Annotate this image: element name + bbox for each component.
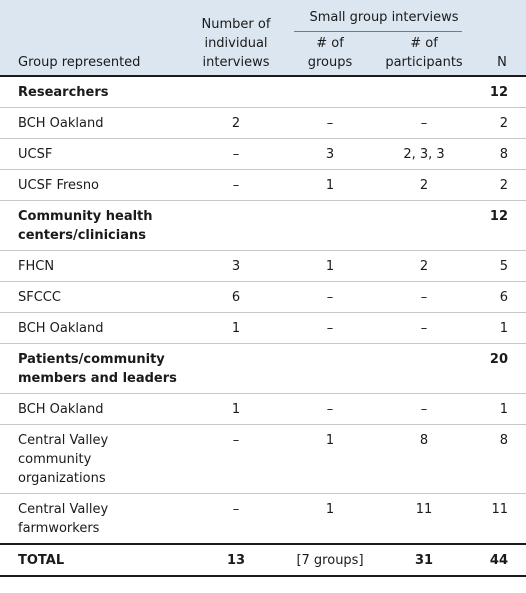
cell-participants: – — [370, 107, 479, 139]
cell-participants: – — [370, 281, 479, 313]
cell-individual: 3 — [182, 250, 290, 282]
table-row: Central Valley community organizations –1… — [0, 424, 526, 494]
cell-groups — [290, 75, 370, 108]
cell-individual — [182, 343, 290, 394]
cell-participants — [370, 75, 479, 108]
table-row: Central Valley farmworkers –1 11 11 — [0, 493, 526, 544]
table-row: SFCCC 6– –6 — [0, 281, 526, 313]
row-label: BCH Oakland — [0, 107, 182, 139]
cell-groups: – — [290, 281, 370, 313]
table-row: UCSF Fresno –1 2 2 — [0, 169, 526, 201]
cell-individual: 1 — [182, 393, 290, 425]
cell-n: 11 — [478, 493, 526, 544]
cell-n: 2 — [478, 169, 526, 201]
total-individual: 13 — [182, 543, 290, 577]
cell-n: 2 — [478, 107, 526, 139]
cell-n: 6 — [478, 281, 526, 313]
cell-groups: – — [290, 312, 370, 344]
row-label: Researchers — [0, 75, 182, 108]
cell-participants: 8 — [370, 424, 479, 494]
row-label: SFCCC — [0, 281, 182, 313]
cell-n: 8 — [478, 424, 526, 494]
group-header-row: Community health centers/clinicians 12 — [0, 200, 526, 251]
cell-participants: – — [370, 312, 479, 344]
row-label: Patients/community members and leaders — [0, 343, 182, 394]
interviews-table: Group represented Number of individual i… — [0, 0, 526, 577]
header-small-group-interviews: Small group interviews — [290, 0, 479, 32]
table-row: FHCN 3 1 2 5 — [0, 250, 526, 282]
cell-individual: – — [182, 424, 290, 494]
table-row: BCH Oakland 1– –1 — [0, 393, 526, 425]
cell-n: 20 — [478, 343, 526, 394]
row-label: UCSF Fresno — [0, 169, 182, 201]
group-header-row: Patients/community members and leaders 20 — [0, 343, 526, 394]
header-subrule — [294, 31, 463, 32]
header-num-participants: # of participants — [370, 32, 479, 77]
header-num-groups: # of groups — [290, 32, 370, 77]
row-label: BCH Oakland — [0, 312, 182, 344]
table-row: BCH Oakland 2– –2 — [0, 107, 526, 139]
total-participants: 31 — [370, 543, 479, 577]
total-label: TOTAL — [0, 543, 182, 577]
cell-groups — [290, 343, 370, 394]
cell-groups: 1 — [290, 250, 370, 282]
cell-participants: 2, 3, 3 — [370, 138, 479, 170]
header-n: N — [478, 0, 526, 77]
cell-groups: 1 — [290, 493, 370, 544]
cell-participants: 11 — [370, 493, 479, 544]
cell-participants — [370, 343, 479, 394]
cell-individual: 2 — [182, 107, 290, 139]
table-row: BCH Oakland 1– –1 — [0, 312, 526, 344]
row-label: FHCN — [0, 250, 182, 282]
cell-participants — [370, 200, 479, 251]
row-label: BCH Oakland — [0, 393, 182, 425]
cell-n: 8 — [478, 138, 526, 170]
cell-groups — [290, 200, 370, 251]
table-body: Researchers 12 BCH Oakland 2– –2 UCSF –3 2, 3, … — [0, 75, 526, 577]
cell-individual: – — [182, 138, 290, 170]
cell-groups: 1 — [290, 424, 370, 494]
cell-n: 1 — [478, 393, 526, 425]
cell-participants: – — [370, 393, 479, 425]
cell-individual: 6 — [182, 281, 290, 313]
cell-participants: 2 — [370, 169, 479, 201]
total-row: TOTAL 13 [7 groups] 31 44 — [0, 543, 526, 577]
row-label: Central Valley community organizations — [0, 424, 182, 494]
cell-participants: 2 — [370, 250, 479, 282]
cell-individual: 1 — [182, 312, 290, 344]
cell-n: 5 — [478, 250, 526, 282]
cell-individual — [182, 75, 290, 108]
cell-individual: – — [182, 169, 290, 201]
total-groups: [7 groups] — [290, 543, 370, 577]
total-n: 44 — [478, 543, 526, 577]
cell-groups: 1 — [290, 169, 370, 201]
cell-n: 1 — [478, 312, 526, 344]
row-label: UCSF — [0, 138, 182, 170]
header-small-group-label: Small group interviews — [309, 10, 459, 25]
cell-individual: – — [182, 493, 290, 544]
cell-n: 12 — [478, 75, 526, 108]
cell-n: 12 — [478, 200, 526, 251]
row-label: Central Valley farmworkers — [0, 493, 182, 544]
row-label: Community health centers/clinicians — [0, 200, 182, 251]
cell-individual — [182, 200, 290, 251]
cell-groups: – — [290, 393, 370, 425]
table-header: Group represented Number of individual i… — [0, 0, 526, 77]
group-header-row: Researchers 12 — [0, 75, 526, 108]
cell-groups: 3 — [290, 138, 370, 170]
cell-groups: – — [290, 107, 370, 139]
header-group-represented: Group represented — [0, 0, 182, 77]
header-individual-interviews: Number of individual interviews — [182, 0, 290, 77]
